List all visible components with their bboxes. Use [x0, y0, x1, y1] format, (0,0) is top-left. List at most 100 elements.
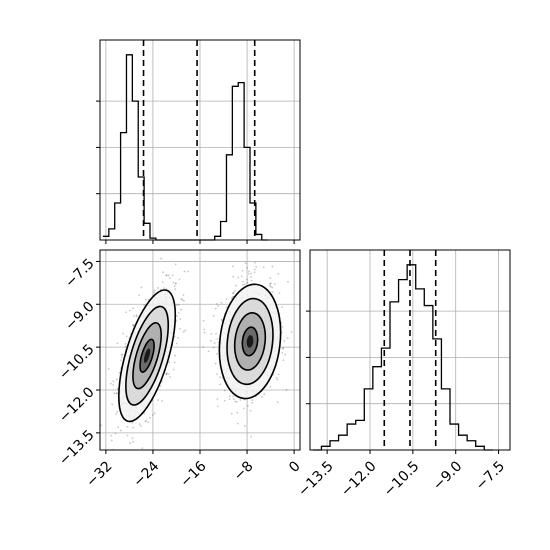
scatter-point: [162, 271, 164, 274]
scatter-point: [153, 412, 156, 415]
scatter-point: [273, 283, 276, 285]
scatter-point: [286, 337, 289, 340]
scatter-point: [290, 330, 293, 333]
scatter-point: [278, 292, 281, 295]
scatter-point: [120, 356, 123, 359]
scatter-point: [177, 303, 180, 306]
scatter-point: [232, 292, 234, 295]
scatter-point: [263, 393, 266, 396]
scatter-point: [171, 274, 174, 277]
scatter-point: [181, 299, 184, 301]
scatter-point: [251, 399, 254, 402]
scatter-point: [254, 261, 256, 264]
bottom-left-ytick-label: −9.0: [62, 299, 97, 334]
bottom-left-ytick-label: −12.0: [56, 384, 98, 426]
scatter-point: [239, 398, 242, 401]
scatter-point: [217, 305, 220, 307]
scatter-point: [219, 376, 222, 379]
scatter-point: [246, 278, 248, 281]
bottom-left-xtick-label: −16: [177, 458, 209, 490]
scatter-point: [235, 400, 238, 403]
scatter-point: [167, 373, 170, 375]
scatter-point: [269, 282, 272, 285]
scatter-point: [125, 311, 128, 314]
scatter-point: [243, 283, 246, 286]
scatter-point: [228, 395, 231, 398]
bottom-right-histogram-step: [312, 264, 493, 451]
density-peak: [246, 335, 254, 348]
scatter-point: [234, 400, 237, 403]
scatter-point: [253, 271, 256, 274]
scatter-point: [116, 388, 119, 390]
bottom-left-xtick-label: −24: [130, 458, 162, 490]
scatter-point: [271, 265, 274, 268]
scatter-point: [174, 288, 177, 291]
scatter-point: [214, 307, 217, 310]
scatter-point: [115, 413, 118, 415]
scatter-point: [216, 398, 219, 401]
scatter-point: [131, 437, 134, 440]
scatter-point: [223, 399, 226, 402]
scatter-point: [132, 323, 135, 326]
scatter-point: [202, 319, 205, 322]
scatter-point: [115, 392, 118, 395]
scatter-point: [269, 284, 271, 287]
scatter-point: [135, 315, 138, 318]
scatter-point: [241, 280, 244, 283]
scatter-point: [153, 291, 156, 294]
scatter-point: [215, 333, 217, 335]
scatter-point: [176, 304, 178, 306]
scatter-point: [174, 282, 177, 285]
scatter-point: [141, 447, 144, 450]
scatter-point: [173, 361, 176, 364]
scatter-point: [111, 403, 114, 406]
scatter-point: [143, 304, 146, 307]
scatter-point: [132, 426, 135, 429]
scatter-point: [130, 456, 132, 458]
scatter-point: [114, 432, 117, 435]
scatter-point: [174, 263, 177, 266]
bottom-left-scatter-panel: −32 −24 −16 −8 0 −7.5 −9.0 −10.5−12.0−13.5: [56, 249, 304, 491]
scatter-point: [262, 266, 265, 269]
scatter-point: [271, 290, 274, 293]
bottom-right-xtick-label: −10.5: [381, 458, 423, 500]
scatter-point: [235, 284, 237, 287]
scatter-point: [233, 290, 236, 293]
scatter-point: [168, 277, 171, 280]
scatter-point: [269, 277, 272, 279]
scatter-point: [172, 368, 175, 371]
scatter-point: [219, 383, 222, 386]
scatter-point: [203, 328, 205, 331]
scatter-point: [128, 309, 131, 312]
scatter-point: [180, 308, 182, 311]
scatter-point: [135, 314, 138, 317]
scatter-point: [179, 327, 181, 330]
bottom-right-xtick-label: −9.0: [430, 458, 465, 493]
scatter-point: [210, 333, 213, 335]
bottom-left-ytick-label: −10.5: [56, 341, 98, 383]
scatter-point: [241, 269, 244, 272]
scatter-point: [157, 399, 160, 402]
scatter-point: [140, 425, 142, 427]
scatter-point: [178, 278, 181, 281]
scatter-point: [138, 423, 141, 426]
scatter-point: [140, 286, 143, 289]
scatter-point: [237, 276, 240, 279]
bottom-left-xtick-label: −32: [83, 458, 115, 490]
scatter-point: [179, 318, 182, 320]
scatter-point: [216, 373, 218, 376]
scatter-point: [187, 270, 190, 273]
scatter-point: [182, 330, 185, 333]
scatter-point: [176, 315, 178, 317]
bottom-left-ytick-label: −13.5: [56, 427, 98, 469]
scatter-point: [100, 424, 103, 427]
scatter-point: [115, 378, 118, 381]
scatter-point: [129, 442, 131, 444]
scatter-point: [132, 307, 134, 310]
scatter-point: [212, 314, 215, 317]
scatter-point: [116, 342, 119, 345]
scatter-point: [216, 337, 219, 340]
scatter-point: [124, 342, 127, 345]
scatter-point: [121, 353, 124, 356]
